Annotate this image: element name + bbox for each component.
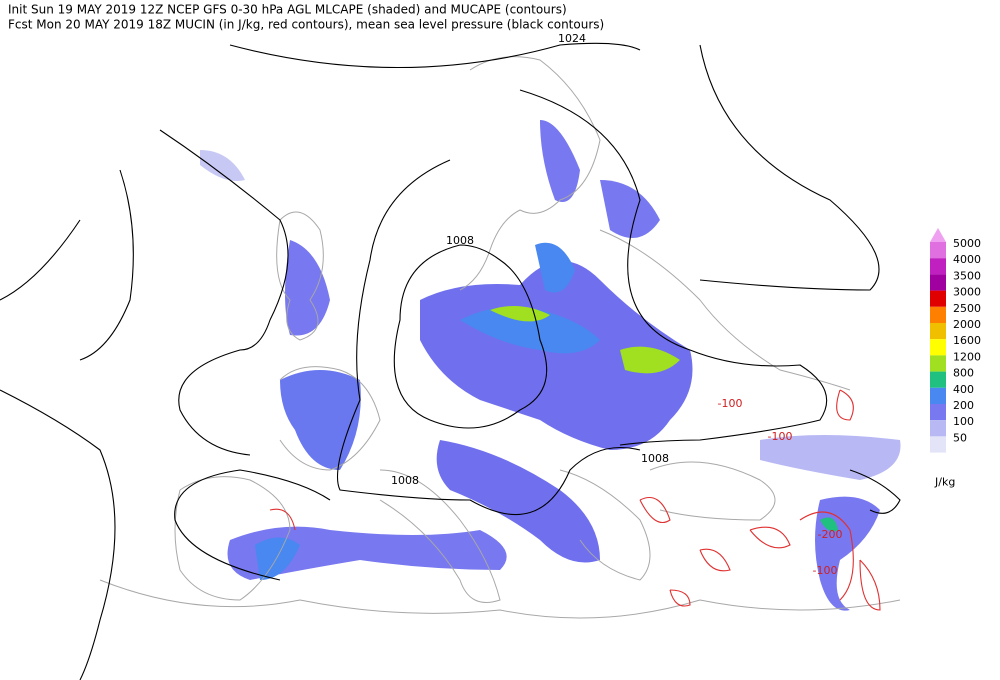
legend-label: 400	[953, 383, 974, 396]
legend-label: 5000	[953, 237, 981, 250]
isobars	[0, 42, 901, 680]
mucin-label: -100	[813, 564, 838, 577]
legend-label: 200	[953, 399, 974, 412]
mucin-contours	[269, 389, 881, 611]
coastlines	[99, 56, 901, 619]
legend-swatch	[930, 290, 946, 307]
legend-swatch	[930, 339, 946, 356]
legend-label: 2500	[953, 302, 981, 315]
legend-swatch	[930, 371, 946, 388]
legend-swatch	[930, 420, 946, 437]
legend-swatch	[930, 242, 946, 259]
legend-label: 3500	[953, 269, 981, 282]
mucin-label: -100	[718, 397, 743, 410]
pressure-label: 1008	[641, 452, 669, 465]
legend-label: 2000	[953, 318, 981, 331]
pressure-label: 1024	[558, 32, 586, 45]
mucin-label: -100	[768, 430, 793, 443]
legend-label: 100	[953, 415, 974, 428]
header-line: Init Sun 19 MAY 2019 12Z NCEP GFS 0-30 h…	[8, 3, 567, 17]
legend-unit: J/kg	[934, 476, 955, 489]
legend-swatch	[930, 323, 946, 340]
legend: 5000 4000 3500 3000 2500 2000 1600 1200 800 400 20…	[930, 228, 981, 489]
legend-swatch	[930, 274, 946, 291]
legend-swatch	[930, 404, 946, 421]
contour-labels: 1024 1008 1008 1008 -100 -100 -200 -100	[391, 32, 842, 577]
legend-swatch	[930, 387, 946, 404]
pressure-label: 1008	[446, 234, 474, 247]
legend-swatch	[930, 258, 946, 275]
legend-label: 1200	[953, 350, 981, 363]
mucin-label: -200	[818, 528, 843, 541]
legend-label: 1600	[953, 334, 981, 347]
legend-label: 3000	[953, 286, 981, 299]
legend-swatch	[930, 436, 946, 453]
legend-swatch	[930, 355, 946, 372]
legend-swatch	[930, 306, 946, 323]
legend-label: 800	[953, 367, 974, 380]
legend-label: 50	[953, 431, 967, 444]
legend-arrow	[930, 228, 946, 242]
pressure-label: 1008	[391, 474, 419, 487]
cape-shading	[200, 120, 901, 611]
header-line: Fcst Mon 20 MAY 2019 18Z MUCIN (in J/kg,…	[8, 18, 604, 32]
legend-label: 4000	[953, 253, 981, 266]
